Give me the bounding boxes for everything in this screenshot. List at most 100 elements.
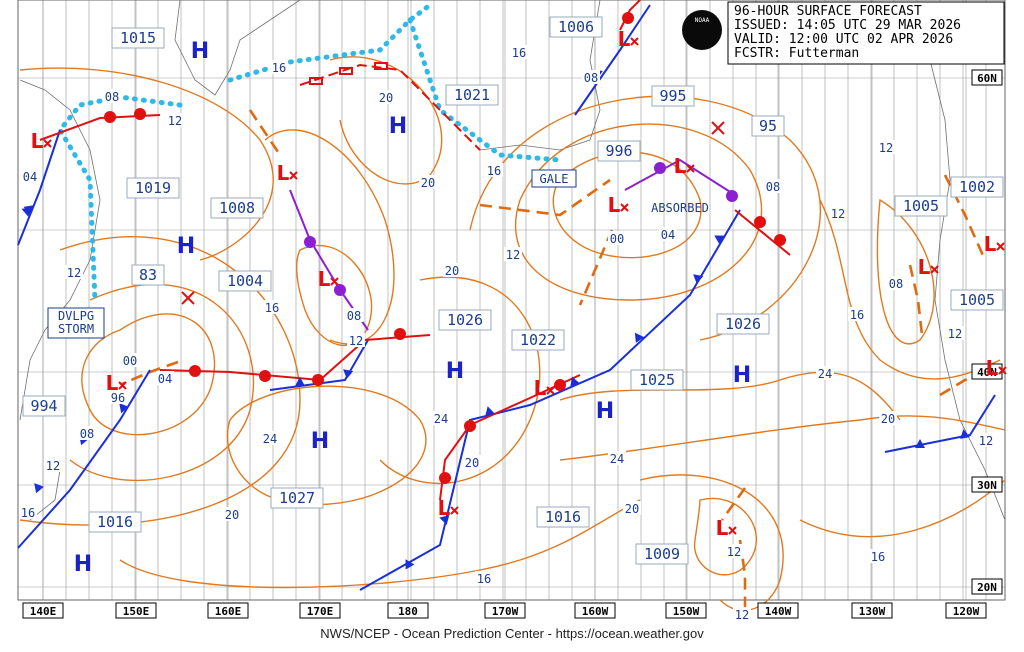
low-cross: [686, 164, 695, 173]
pressure-value: 1009: [644, 545, 680, 563]
low-center: L: [318, 267, 331, 291]
lon-label-box: [387, 602, 429, 619]
isobar-label: 20: [421, 176, 435, 190]
warm-front-pip: [189, 365, 201, 377]
pressure-box: [716, 313, 770, 335]
isobar-label: 04: [23, 170, 37, 184]
isobar-label-bg: [156, 371, 174, 385]
pressure-box: [111, 27, 165, 49]
storm-label: STORM: [58, 322, 94, 336]
high-center: H: [311, 429, 329, 454]
lon-label-box: [945, 602, 987, 619]
pressure-value: 1004: [227, 272, 263, 290]
isobar-label: 20: [379, 91, 393, 105]
isobar: [799, 479, 1006, 538]
cold-front-pip: [34, 483, 44, 494]
low-cross: [996, 242, 1005, 251]
isobar-label-bg: [829, 206, 847, 220]
lon-label: 180: [398, 605, 418, 618]
isobar-label-bg: [946, 326, 964, 340]
isobar-label-bg: [377, 90, 395, 104]
pressure-box: [438, 309, 492, 331]
lon-label-box: [484, 602, 526, 619]
isobar-label-bg: [78, 426, 96, 440]
coastline: [19, 79, 101, 421]
isobar-label-bg: [977, 433, 995, 447]
isobar-label-bg: [659, 227, 677, 241]
warm-front: [619, 0, 641, 31]
high-center: H: [596, 399, 614, 424]
pressure-box: [894, 195, 948, 217]
pressure-value: 1019: [135, 179, 171, 197]
pressure-box: [511, 329, 565, 351]
isobar-label-bg: [347, 333, 365, 347]
lon-label-box: [22, 602, 64, 619]
lon-label-box: [299, 602, 341, 619]
isobar-label-bg: [109, 390, 127, 404]
pressure-value: 1006: [558, 18, 594, 36]
cold-front: [574, 4, 651, 116]
cold-front: [17, 129, 61, 246]
isobar: [81, 313, 216, 436]
low-center: L: [716, 516, 729, 540]
trough: [720, 487, 747, 521]
low-center: L: [674, 154, 687, 178]
warm-front-pip: [334, 284, 346, 296]
isobar-label-bg: [103, 89, 121, 103]
pressure-value: 1002: [959, 178, 995, 196]
trough: [121, 360, 179, 386]
lon-label-box: [851, 602, 893, 619]
pressure-box: [630, 369, 684, 391]
low-cross: [43, 139, 52, 148]
cold-front-pip: [960, 429, 970, 439]
pressure-value: 1026: [725, 315, 761, 333]
lon-label: 140W: [765, 605, 792, 618]
isobar-label-bg: [582, 70, 600, 84]
pressure-value: 1016: [97, 513, 133, 531]
isobar-label-bg: [44, 458, 62, 472]
lon-label: 120W: [953, 605, 980, 618]
lon-label: 160W: [582, 605, 609, 618]
lon-label-box: [574, 602, 616, 619]
high-center: H: [733, 363, 751, 388]
lon-label: 130W: [859, 605, 886, 618]
pressure-box: [22, 395, 66, 417]
forecast-position: [181, 291, 195, 305]
isobar-label: 00: [610, 232, 624, 246]
lon-label: 170E: [307, 605, 334, 618]
isobar-label: 12: [948, 327, 962, 341]
isobar-label-bg: [510, 45, 528, 59]
trough: [578, 229, 614, 306]
pressure-box: [597, 140, 641, 162]
cold-front-pip: [570, 376, 580, 387]
lon-label-box: [757, 602, 799, 619]
isobar-label-bg: [608, 231, 626, 245]
lon-label-box: [665, 602, 707, 619]
pressure-value: 996: [605, 142, 632, 160]
warm-front-pip: [134, 108, 146, 120]
isobar-label: 24: [434, 412, 448, 426]
cold-front: [359, 209, 741, 591]
low-cross: [118, 381, 127, 390]
isobar-label: 16: [21, 506, 35, 520]
isobar-label-bg: [261, 431, 279, 445]
header-line: 96-HOUR SURFACE FORECAST: [734, 4, 922, 19]
pressure-value: 994: [30, 397, 57, 415]
low-center: L: [608, 193, 621, 217]
high-center: H: [389, 114, 407, 139]
isobar-label-bg: [19, 505, 37, 519]
labels: 140E 150E 160E 170E 180 170W 160W 150W 140W 130W 1…: [19, 4, 1007, 622]
isobar-label: 12: [46, 459, 60, 473]
pressure-value: 1005: [903, 197, 939, 215]
cold-front: [17, 369, 151, 549]
low-center: L: [618, 27, 631, 51]
isobar-label: 20: [225, 508, 239, 522]
warm-front-pip: [554, 379, 566, 391]
storm-label: DVLPG: [58, 309, 94, 323]
isobar: [19, 236, 301, 526]
low-center: L: [106, 371, 119, 395]
isobar-label: 12: [727, 545, 741, 559]
isobar-label: 08: [584, 71, 598, 85]
low-center: L: [984, 232, 997, 256]
